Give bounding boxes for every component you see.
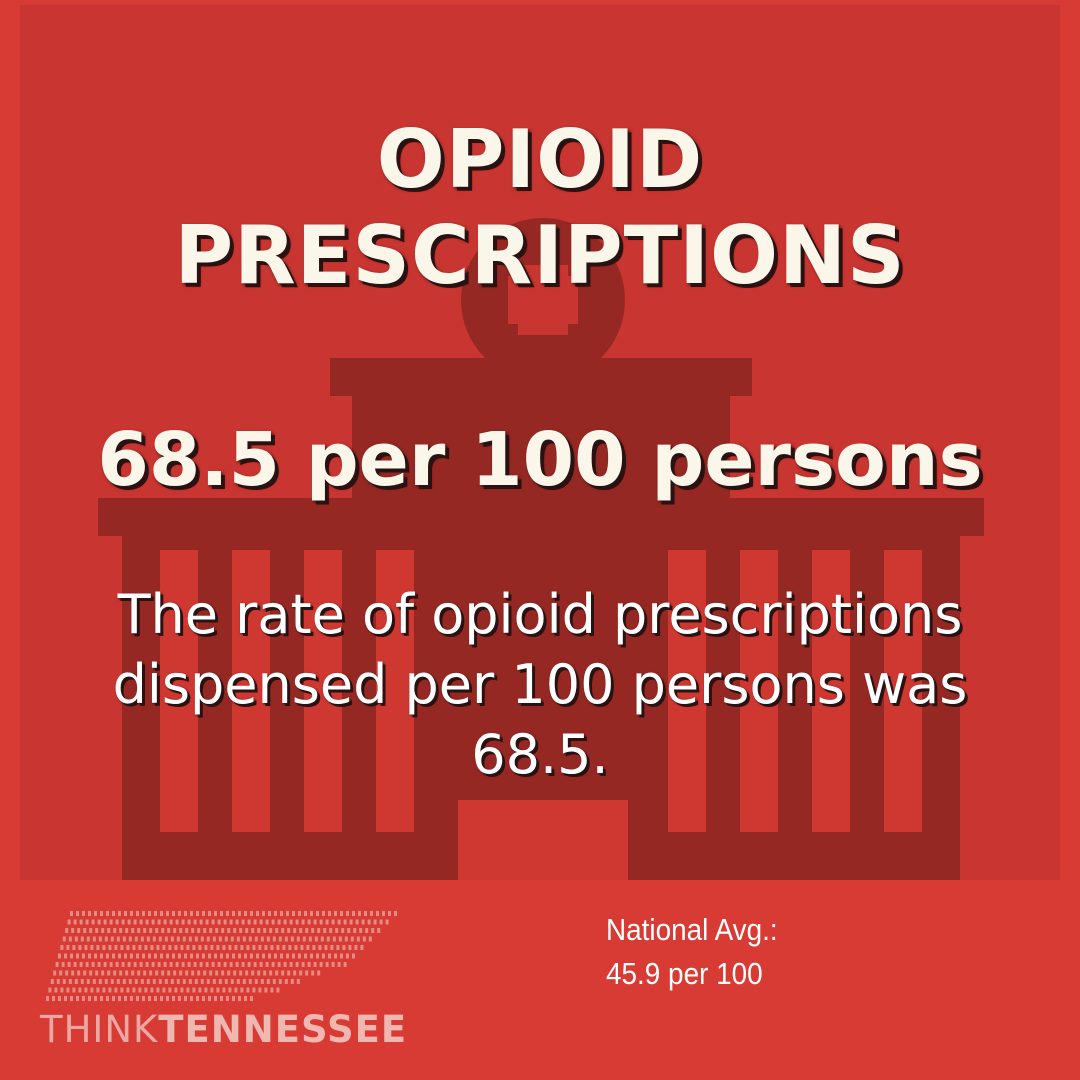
statistic-description: The rate of opioid prescriptions dispens…: [112, 583, 968, 786]
think-tennessee-logo: THINKTENNESSEE: [40, 905, 410, 1051]
statistic-value: 68.5 per 100 persons: [97, 417, 983, 503]
logo-wordmark: THINKTENNESSEE: [40, 1008, 407, 1051]
title-line-2: PRESCRIPTIONS: [174, 209, 906, 302]
page-title: OPIOID PRESCRIPTIONS: [0, 112, 1080, 304]
logo-text-tennessee: TENNESSEE: [158, 1008, 408, 1051]
national-average-value: 45.9 per 100: [606, 956, 763, 991]
national-average-label: National Avg.:: [606, 912, 778, 947]
logo-text-think: THINK: [40, 1008, 159, 1051]
title-line-1: OPIOID: [376, 113, 704, 206]
tennessee-dot-map-icon: [46, 911, 397, 1001]
national-average: National Avg.: 45.9 per 100: [606, 908, 906, 996]
